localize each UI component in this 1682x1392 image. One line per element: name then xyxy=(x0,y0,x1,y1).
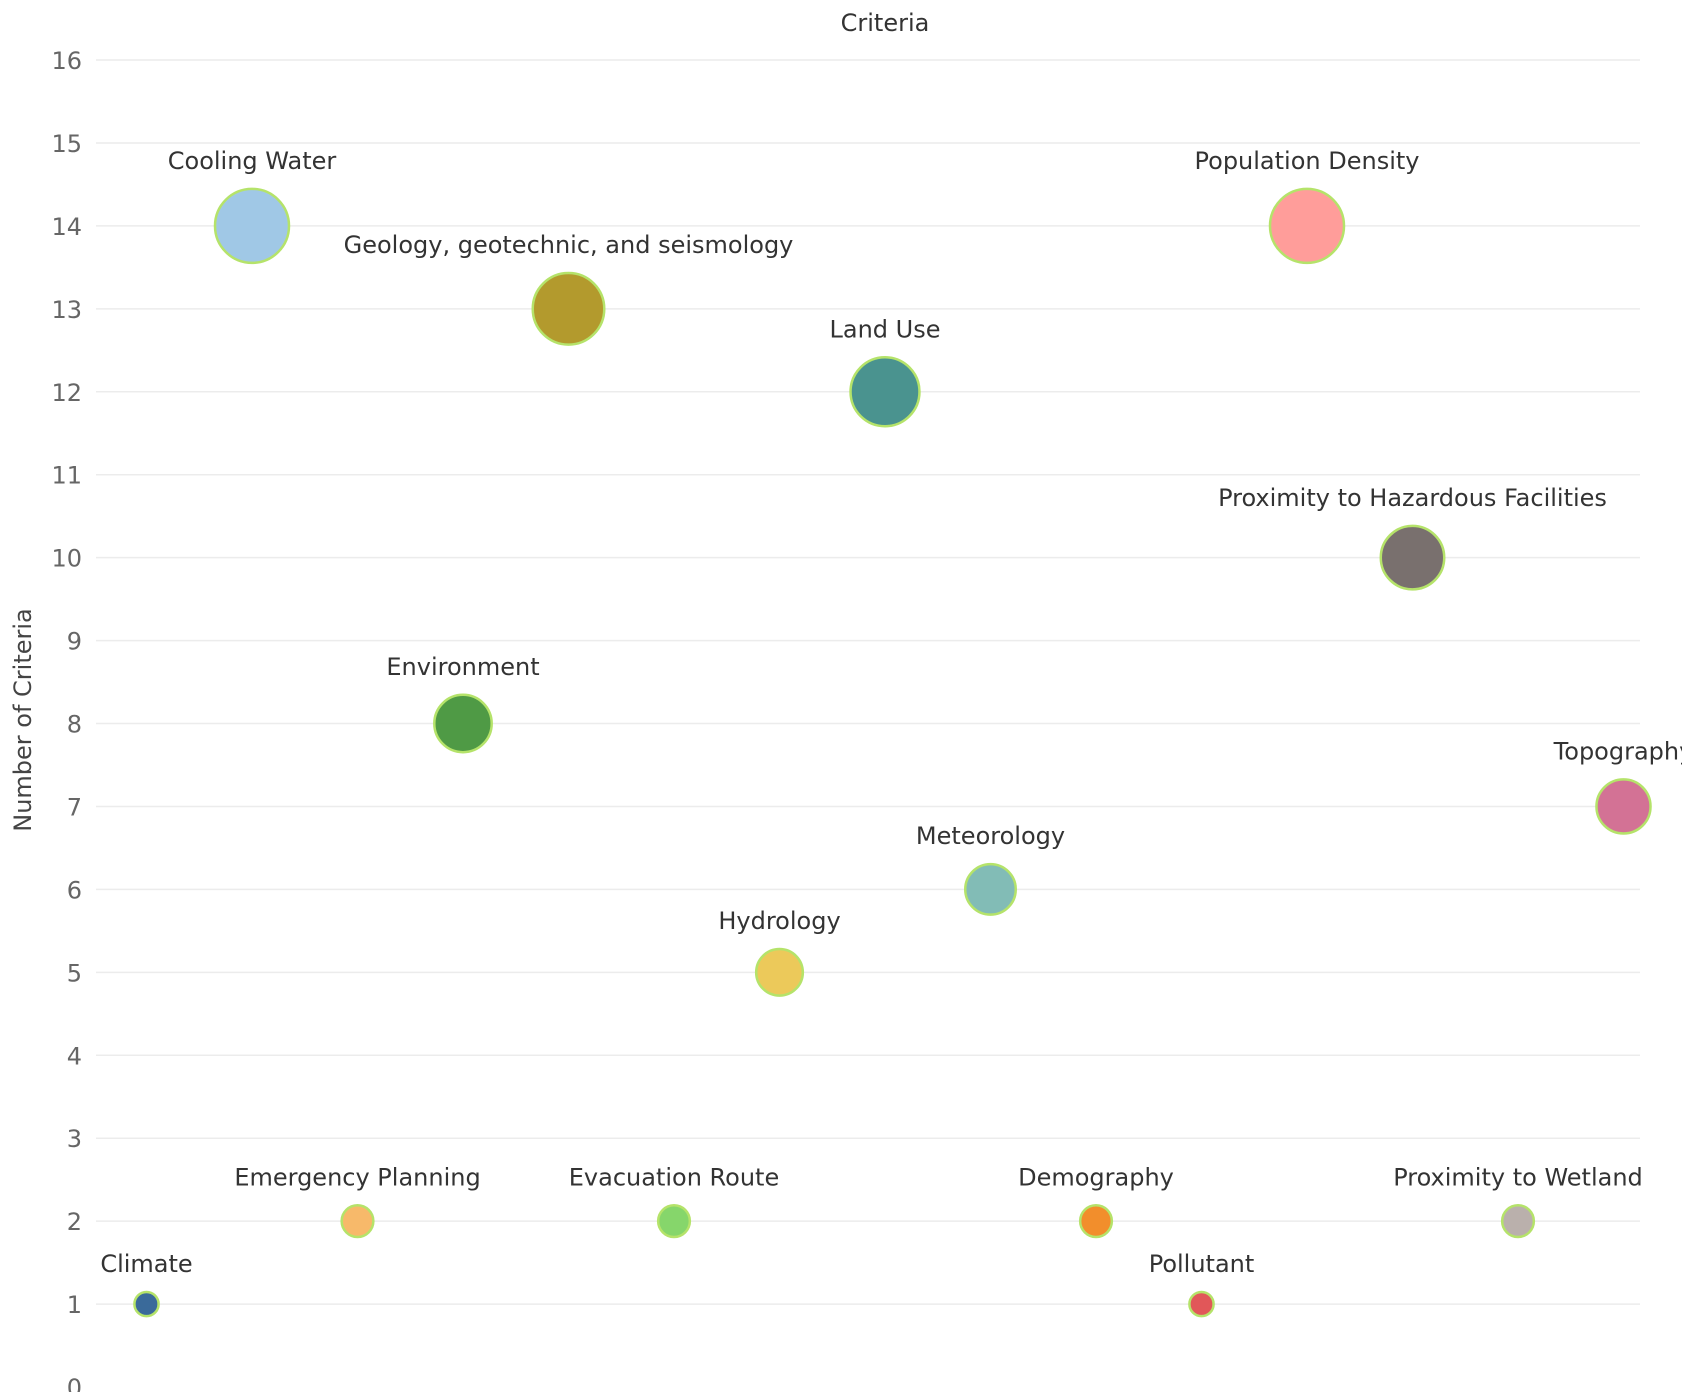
point-label: Topography xyxy=(1553,737,1682,765)
y-tick-label: 1 xyxy=(67,1291,82,1319)
bubble-point[interactable] xyxy=(754,947,805,997)
y-tick-label: 16 xyxy=(51,47,82,75)
y-tick-label: 9 xyxy=(67,628,82,656)
y-axis-label: Number of Criteria xyxy=(9,608,37,832)
y-tick-label: 13 xyxy=(51,296,82,324)
point-label: Proximity to Hazardous Facilities xyxy=(1218,484,1607,512)
point-label: Population Density xyxy=(1195,147,1420,175)
bubble-point[interactable] xyxy=(656,1204,692,1239)
point-label: Land Use xyxy=(830,315,941,343)
point-label: Environment xyxy=(386,653,539,681)
point-label: Demography xyxy=(1018,1163,1174,1191)
y-tick-label: 8 xyxy=(67,711,82,739)
y-tick-label: 5 xyxy=(67,959,82,987)
y-tick-label: 2 xyxy=(67,1208,82,1236)
bubble-point[interactable] xyxy=(340,1204,375,1239)
bubble-point[interactable] xyxy=(433,693,493,754)
bubble-point[interactable] xyxy=(849,356,921,428)
point-label: Evacuation Route xyxy=(569,1163,779,1191)
point-label: Emergency Planning xyxy=(234,1163,480,1191)
point-label: Pollutant xyxy=(1149,1250,1255,1278)
bubble-point[interactable] xyxy=(213,187,291,265)
data-points: Cooling Water Climate Emergency Planning En… xyxy=(100,147,1682,1318)
y-tick-label: 15 xyxy=(51,130,82,158)
y-tick-label: 11 xyxy=(51,462,82,490)
y-tick-label: 14 xyxy=(51,213,82,241)
y-tick-label: 12 xyxy=(51,379,82,407)
point-label: Proximity to Wetland xyxy=(1393,1163,1643,1191)
bubble-point[interactable] xyxy=(531,271,606,346)
bubble-point[interactable] xyxy=(1500,1204,1536,1239)
point-label: Hydrology xyxy=(718,907,840,935)
point-label: Meteorology xyxy=(916,822,1065,850)
bubble-point[interactable] xyxy=(1379,524,1446,591)
bubble-point[interactable] xyxy=(1595,778,1652,835)
y-tick-label: 6 xyxy=(67,876,82,904)
bubble-point[interactable] xyxy=(963,862,1018,916)
point-label: Cooling Water xyxy=(168,147,337,175)
y-tick-label: 3 xyxy=(67,1125,82,1153)
point-label: Geology, geotechnic, and seismology xyxy=(344,231,794,259)
bubble-point[interactable] xyxy=(133,1290,160,1318)
gridlines xyxy=(96,59,1640,1305)
y-tick-label: 10 xyxy=(51,545,82,573)
y-tick-label: 4 xyxy=(67,1042,82,1070)
y-tick-label: 7 xyxy=(67,793,82,821)
point-label: Climate xyxy=(100,1250,192,1278)
chart-title: Criteria xyxy=(841,9,930,37)
bubble-point[interactable] xyxy=(1078,1204,1114,1239)
bubble-point[interactable] xyxy=(1188,1290,1215,1318)
bubble-point[interactable] xyxy=(1268,187,1346,265)
y-tick-label: 0 xyxy=(67,1374,82,1392)
